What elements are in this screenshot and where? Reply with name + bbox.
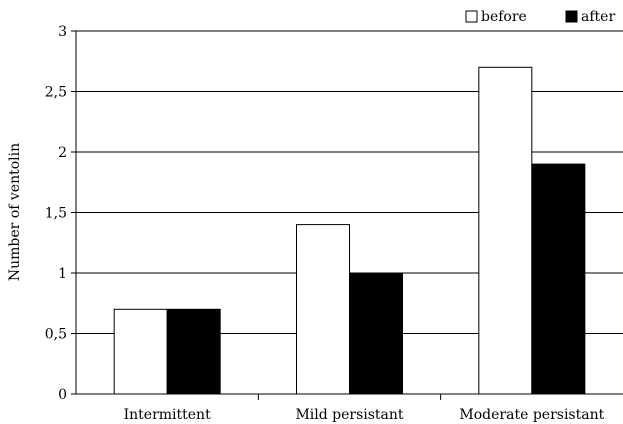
y-tick-label: 1 <box>58 266 67 282</box>
x-category-label: Moderate persistant <box>459 407 604 423</box>
y-tick-label: 0,5 <box>45 327 67 343</box>
bar-before-1 <box>296 224 350 395</box>
bar-before-0 <box>113 308 168 395</box>
x-category-label: Mild persistant <box>295 407 403 423</box>
legend: before after <box>465 9 615 25</box>
y-tick-label: 1,5 <box>45 206 67 222</box>
legend-swatch-after <box>565 10 578 23</box>
y-axis-label: Number of ventolin <box>7 143 23 281</box>
bar-after-1 <box>349 272 403 395</box>
y-tick-label: 0 <box>58 387 67 403</box>
x-category-labels: Intermittent Mild persistant Moderate pers… <box>124 407 605 423</box>
y-tick-labels: 0 0,5 1 1,5 2 2,5 3 <box>45 24 76 403</box>
y-tick-label: 3 <box>58 24 67 40</box>
legend-swatch-before <box>465 10 478 23</box>
bars <box>113 66 586 395</box>
legend-label-before: before <box>481 9 527 25</box>
bar-after-0 <box>166 308 221 395</box>
bar-before-2 <box>478 66 533 395</box>
bar-after-2 <box>531 163 586 395</box>
y-tick-label: 2,5 <box>45 85 67 101</box>
y-tick-label: 2 <box>58 145 67 161</box>
x-category-label: Intermittent <box>124 407 211 423</box>
legend-label-after: after <box>581 9 615 25</box>
